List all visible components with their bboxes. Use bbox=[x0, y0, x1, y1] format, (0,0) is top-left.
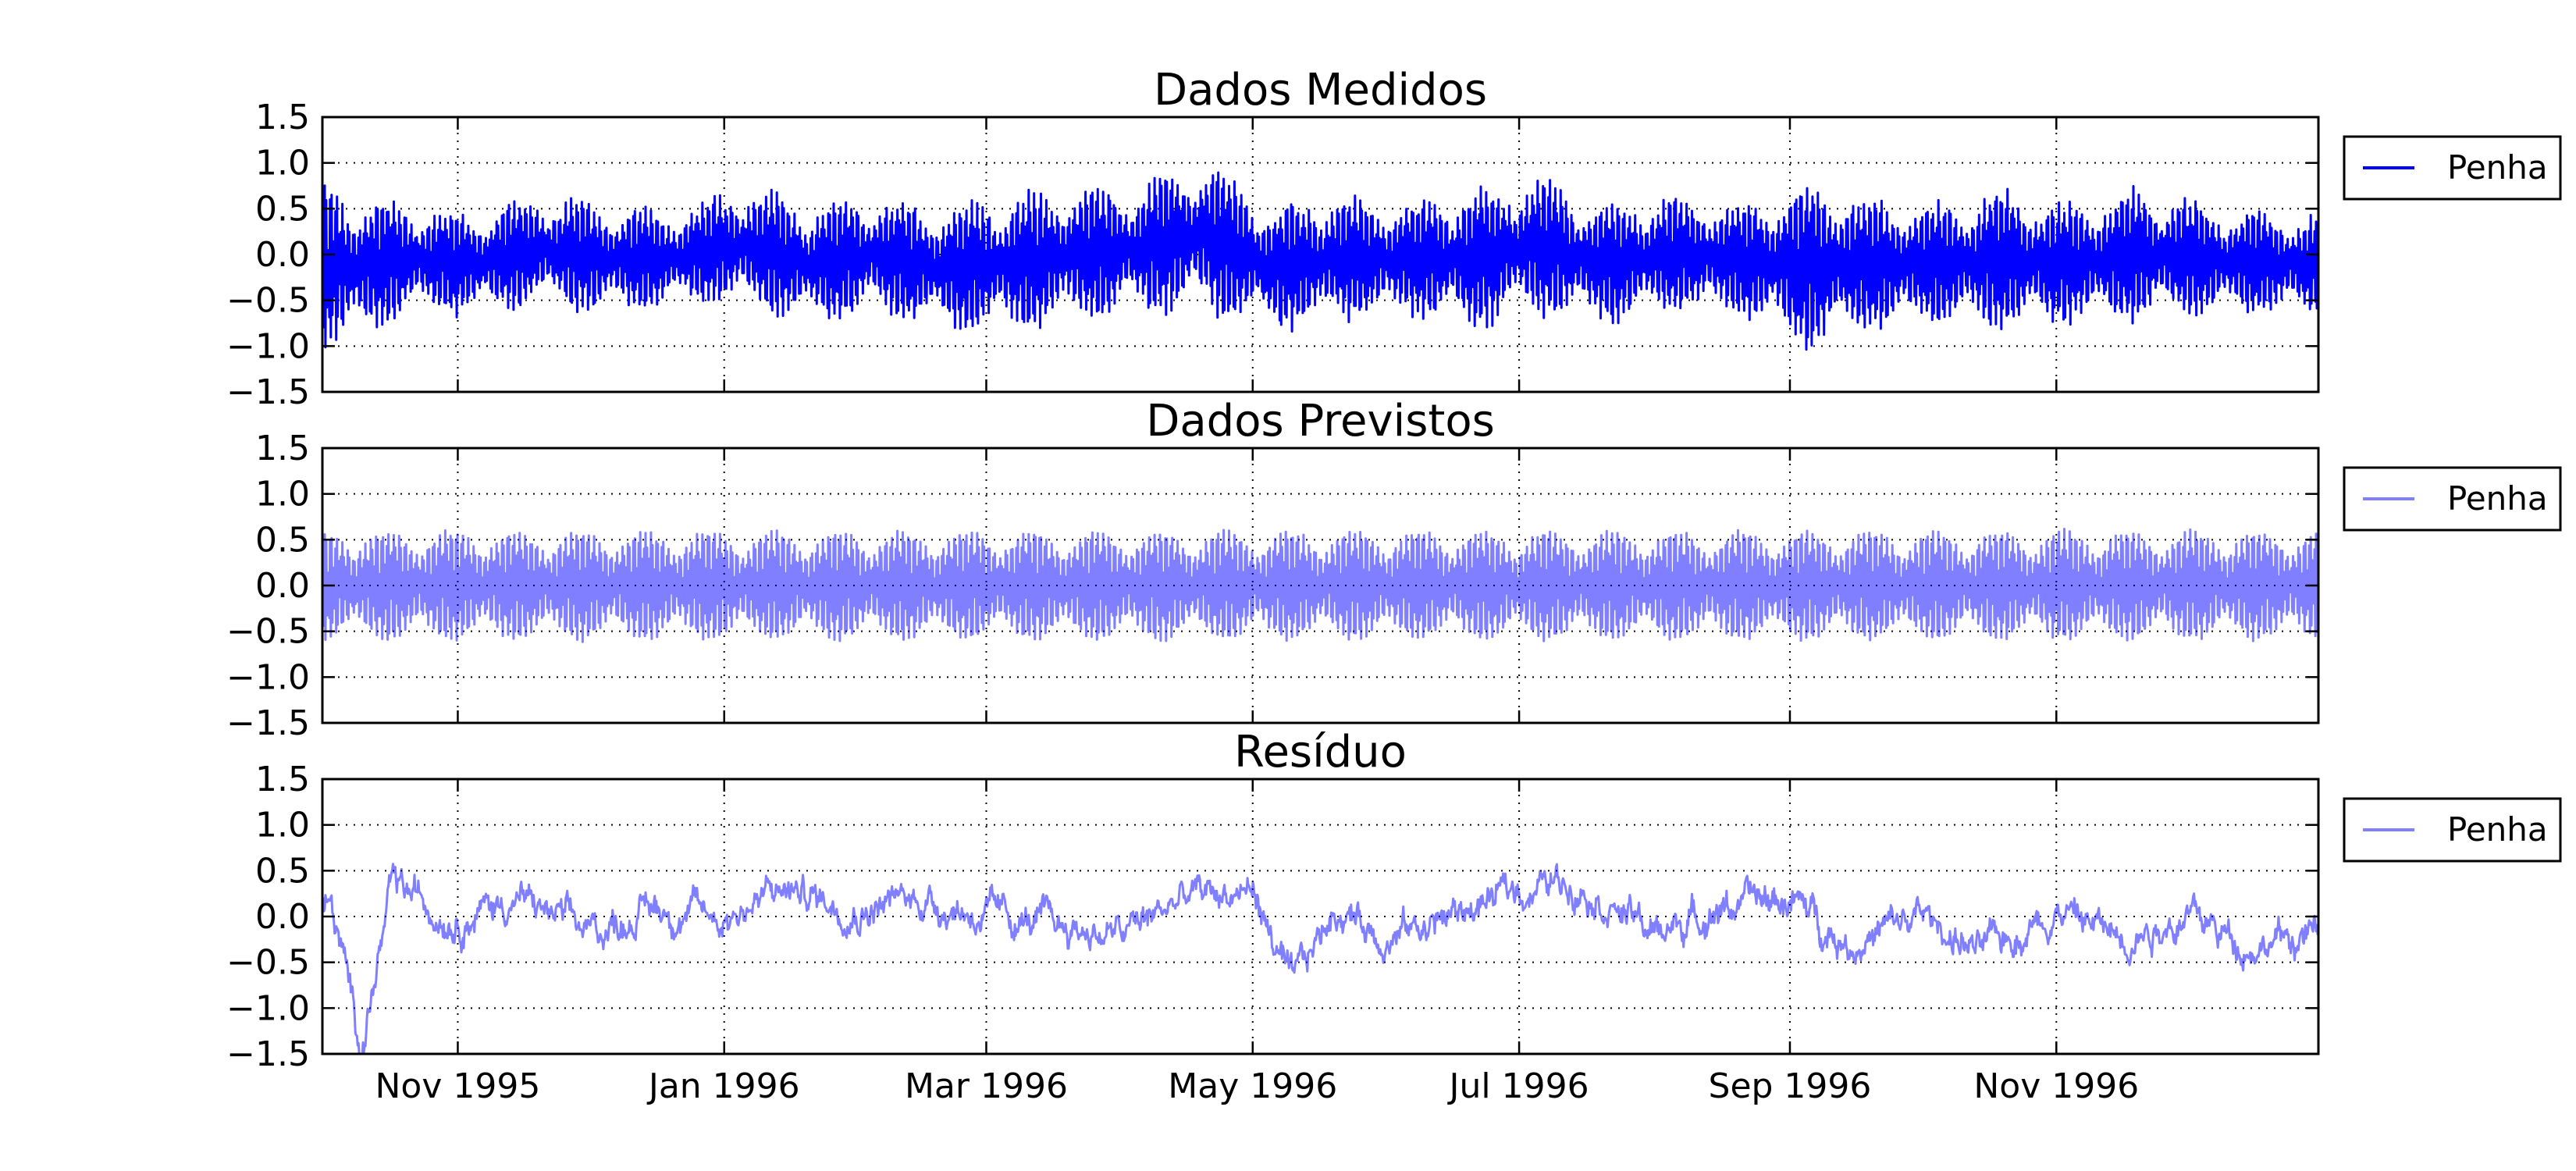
y-tick-label: 0.0 bbox=[255, 235, 310, 275]
panel-title: Dados Previstos bbox=[1146, 396, 1495, 447]
series-penha bbox=[322, 171, 2318, 351]
x-tick-label: Nov 1995 bbox=[375, 1066, 541, 1106]
legend: Penha bbox=[2343, 135, 2562, 201]
gridlines bbox=[322, 779, 2318, 1054]
y-tick-label: −0.5 bbox=[226, 281, 310, 321]
y-tick-label: 1.5 bbox=[255, 98, 310, 137]
y-tick-label: 1.5 bbox=[255, 760, 310, 799]
ticks bbox=[322, 116, 2318, 393]
panel-3: 1.5 1.0 0.5 0.0 −0.5 −1.0 −1.5 Resíduo Penha Nov … bbox=[226, 727, 2562, 1106]
x-tick-label: Nov 1996 bbox=[1973, 1066, 2139, 1106]
y-tick-label: 1.0 bbox=[255, 144, 310, 183]
y-tick-label: 1.0 bbox=[255, 475, 310, 514]
y-tick-label: −1.0 bbox=[226, 326, 310, 366]
y-tick-label: 1.5 bbox=[255, 429, 310, 468]
y-tick-label: −1.0 bbox=[226, 988, 310, 1028]
series-line bbox=[322, 863, 2318, 1054]
legend-label: Penha bbox=[2447, 148, 2548, 187]
y-tick-label: 0.5 bbox=[255, 520, 310, 560]
x-tick-label: Jul 1996 bbox=[1447, 1066, 1589, 1106]
panel-1: 1.5 1.0 0.5 0.0 −0.5 −1.0 −1.5 Dados Medidos Pen… bbox=[226, 65, 2562, 412]
y-tick-label: −0.5 bbox=[226, 612, 310, 652]
y-tick-label: −1.5 bbox=[226, 703, 310, 743]
ticks bbox=[322, 778, 2318, 1055]
axes-frame bbox=[321, 778, 2320, 1055]
series-penha bbox=[322, 863, 2318, 1054]
series-line bbox=[322, 171, 2318, 351]
y-tick-label: −1.5 bbox=[226, 1034, 310, 1074]
y-tick-label: 1.0 bbox=[255, 806, 310, 845]
chart-panels: 1.5 1.0 0.5 0.0 −0.5 −1.0 −1.5 Dados Medidos Pen… bbox=[226, 65, 2562, 1106]
y-tick-label: 0.0 bbox=[255, 566, 310, 606]
x-tick-label: May 1996 bbox=[1168, 1066, 1337, 1106]
ticks bbox=[322, 447, 2318, 724]
legend-label: Penha bbox=[2447, 810, 2548, 849]
y-tick-label: 0.0 bbox=[255, 897, 310, 937]
legend: Penha bbox=[2343, 466, 2562, 532]
y-tick-label: −1.5 bbox=[226, 372, 310, 412]
legend: Penha bbox=[2343, 797, 2562, 863]
x-tick-label: Mar 1996 bbox=[905, 1066, 1068, 1106]
y-tick-label: 0.5 bbox=[255, 851, 310, 891]
x-tick-label: Jan 1996 bbox=[646, 1066, 800, 1106]
y-tick-label: −1.0 bbox=[226, 657, 310, 697]
legend-label: Penha bbox=[2447, 479, 2548, 518]
x-tick-label: Sep 1996 bbox=[1709, 1066, 1872, 1106]
y-tick-label: −0.5 bbox=[226, 943, 310, 983]
series-penha bbox=[322, 528, 2318, 643]
y-tick-label: 0.5 bbox=[255, 189, 310, 229]
panel-title: Dados Medidos bbox=[1154, 65, 1487, 116]
panel-2: 1.5 1.0 0.5 0.0 −0.5 −1.0 −1.5 Dados Previstos P… bbox=[226, 396, 2562, 743]
panel-title: Resíduo bbox=[1234, 727, 1407, 778]
series-line bbox=[322, 528, 2318, 643]
